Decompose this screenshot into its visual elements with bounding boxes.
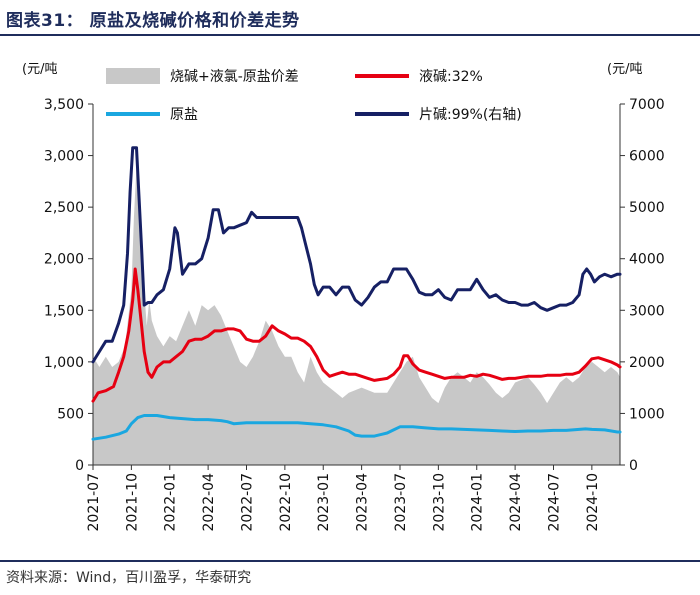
legend-label: 烧碱+液氯-原盐价差 bbox=[170, 69, 299, 85]
left-unit-label: (元/吨 bbox=[22, 62, 57, 77]
legend-swatch-area bbox=[106, 68, 160, 84]
left-tick-label: 3,500 bbox=[44, 97, 84, 113]
line-layer bbox=[91, 146, 622, 441]
left-tick-label: 500 bbox=[57, 406, 84, 422]
x-tick-label: 2024-07 bbox=[546, 473, 562, 532]
x-tick-label: 2022-01 bbox=[163, 473, 179, 532]
legend-item-liquid-caustic: 液碱:32% bbox=[355, 69, 483, 85]
series-line-liquid-caustic bbox=[91, 267, 622, 403]
right-tick-label: 3000 bbox=[629, 303, 665, 319]
source-note: 资料来源：Wind，百川盈孚，华泰研究 bbox=[6, 570, 252, 586]
tick-labels: 0 500 1,000 1,500 2,000 2,500 3,000 3,500 0 1000 2… bbox=[22, 62, 665, 532]
footer-rule bbox=[0, 560, 700, 562]
right-tick-label: 2000 bbox=[629, 355, 665, 371]
legend-item-flake-caustic: 片碱:99%(右轴) bbox=[355, 107, 522, 123]
legend-label: 原盐 bbox=[170, 107, 198, 123]
series-line-salt bbox=[91, 414, 622, 441]
title-rule bbox=[0, 34, 700, 36]
x-tick-label: 2024-04 bbox=[508, 473, 524, 532]
x-tick-label: 2023-04 bbox=[355, 473, 371, 532]
left-tick-label: 1,000 bbox=[44, 355, 84, 371]
right-tick-label: 5000 bbox=[629, 200, 665, 216]
left-tick-label: 0 bbox=[75, 458, 84, 474]
series-line-flake-caustic bbox=[91, 146, 622, 364]
x-tick-label: 2022-04 bbox=[201, 473, 217, 532]
x-tick-label: 2022-07 bbox=[239, 473, 255, 532]
left-tick-label: 2,500 bbox=[44, 200, 84, 216]
series-area-spread bbox=[93, 165, 620, 465]
right-tick-label: 0 bbox=[629, 458, 638, 474]
x-tick-label: 2021-10 bbox=[124, 473, 140, 532]
legend-item-spread: 烧碱+液氯-原盐价差 bbox=[106, 68, 299, 85]
legend-label: 液碱:32% bbox=[419, 69, 483, 85]
figure-title: 图表31： 原盐及烧碱价格和价差走势 bbox=[6, 11, 300, 31]
axis-layer bbox=[88, 103, 625, 470]
area-layer bbox=[93, 165, 620, 465]
x-tick-label: 2022-10 bbox=[278, 473, 294, 532]
x-tick-label: 2023-10 bbox=[431, 473, 447, 532]
right-tick-label: 4000 bbox=[629, 252, 665, 268]
right-tick-label: 7000 bbox=[629, 97, 665, 113]
left-tick-label: 3,000 bbox=[44, 149, 84, 165]
right-tick-label: 1000 bbox=[629, 406, 665, 422]
legend: 烧碱+液氯-原盐价差 液碱:32% 原盐 片碱:99%(右轴) bbox=[106, 68, 522, 123]
x-tick-label: 2023-01 bbox=[316, 473, 332, 532]
right-tick-label: 6000 bbox=[629, 149, 665, 165]
chart: 烧碱+液氯-原盐价差 液碱:32% 原盐 片碱:99%(右轴) 0 500 1,000 1,… bbox=[22, 62, 665, 532]
right-unit-label: (元/吨 bbox=[607, 62, 642, 77]
legend-item-salt: 原盐 bbox=[106, 107, 198, 123]
left-tick-label: 2,000 bbox=[44, 252, 84, 268]
left-tick-label: 1,500 bbox=[44, 303, 84, 319]
legend-label: 片碱:99%(右轴) bbox=[419, 107, 522, 123]
x-tick-label: 2023-07 bbox=[393, 473, 409, 532]
x-tick-label: 2024-01 bbox=[470, 473, 486, 532]
x-tick-label: 2024-10 bbox=[585, 473, 601, 532]
x-tick-label: 2021-07 bbox=[86, 473, 102, 532]
